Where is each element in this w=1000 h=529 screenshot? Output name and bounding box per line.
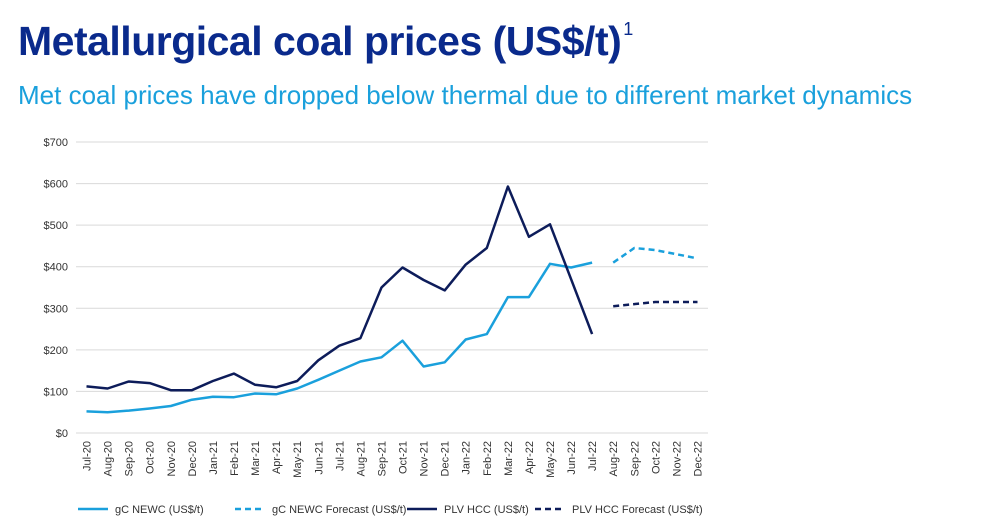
x-tick-label: Jan-22 (461, 441, 473, 475)
x-tick-label: Jun-21 (313, 441, 325, 475)
x-tick-label: Sep-20 (124, 441, 136, 476)
legend-label: PLV HCC Forecast (US$/t) (572, 504, 703, 516)
y-tick-label: $200 (44, 345, 68, 357)
x-axis-ticks: Jul-20 Aug-20 Sep-20 Oct-20 Nov-20 Dec-20 Jan-… (82, 441, 705, 478)
chart-gridlines (76, 141, 708, 434)
x-tick-label: Mar-21 (250, 441, 262, 476)
y-tick-label: $600 (44, 179, 68, 191)
x-tick-label: Apr-22 (524, 441, 536, 474)
x-tick-label: Feb-21 (229, 441, 241, 476)
y-tick-label: $0 (56, 428, 68, 440)
chart-series (86, 185, 698, 414)
title-text: Metallurgical coal prices (US$/t) (18, 18, 622, 64)
x-tick-label: Feb-22 (482, 441, 494, 476)
x-tick-label: Sep-21 (376, 441, 388, 476)
series-line-1 (612, 246, 698, 264)
legend-label: gC NEWC Forecast (US$/t) (272, 504, 406, 516)
y-tick-label: $100 (44, 386, 68, 398)
x-tick-label: Aug-21 (355, 441, 367, 476)
x-tick-label: May-21 (292, 441, 304, 478)
series-line-3 (613, 300, 698, 308)
series-line-2 (86, 185, 594, 392)
x-tick-label: Aug-20 (103, 441, 115, 476)
x-tick-label: Jun-22 (566, 441, 578, 475)
x-tick-label: Oct-20 (145, 441, 157, 474)
x-tick-label: Aug-22 (608, 441, 620, 476)
legend-label: gC NEWC (US$/t) (115, 504, 204, 516)
y-axis-ticks: $0 $100 $200 $300 $400 $500 $600 $700 (44, 137, 68, 440)
page-title: Metallurgical coal prices (US$/t) 1 (18, 18, 633, 65)
legend-label: PLV HCC (US$/t) (444, 504, 529, 516)
y-tick-label: $500 (44, 220, 68, 232)
series-line-0 (86, 261, 593, 414)
x-tick-label: Oct-21 (398, 441, 410, 474)
x-tick-label: Dec-21 (440, 441, 452, 476)
x-tick-label: Nov-20 (166, 441, 178, 476)
x-tick-label: Oct-22 (650, 441, 662, 474)
x-tick-label: Mar-22 (503, 441, 515, 476)
x-tick-label: Sep-22 (629, 441, 641, 476)
x-tick-label: Dec-22 (692, 441, 704, 476)
title-footnote: 1 (623, 19, 633, 39)
x-tick-label: Nov-21 (419, 441, 431, 476)
x-tick-label: Nov-22 (671, 441, 683, 476)
x-tick-label: May-22 (545, 441, 557, 478)
x-tick-label: Jan-21 (208, 441, 220, 475)
x-tick-label: Jul-22 (587, 441, 599, 471)
y-tick-label: $300 (44, 303, 68, 315)
y-tick-label: $700 (44, 137, 68, 149)
x-tick-label: Apr-21 (271, 441, 283, 474)
x-tick-label: Jul-21 (334, 441, 346, 471)
y-tick-label: $400 (44, 262, 68, 274)
page-subtitle: Met coal prices have dropped below therm… (18, 80, 913, 110)
x-tick-label: Dec-20 (187, 441, 199, 476)
x-tick-label: Jul-20 (82, 441, 94, 471)
chart-legend: gC NEWC (US$/t) gC NEWC Forecast (US$/t) P… (78, 504, 703, 516)
